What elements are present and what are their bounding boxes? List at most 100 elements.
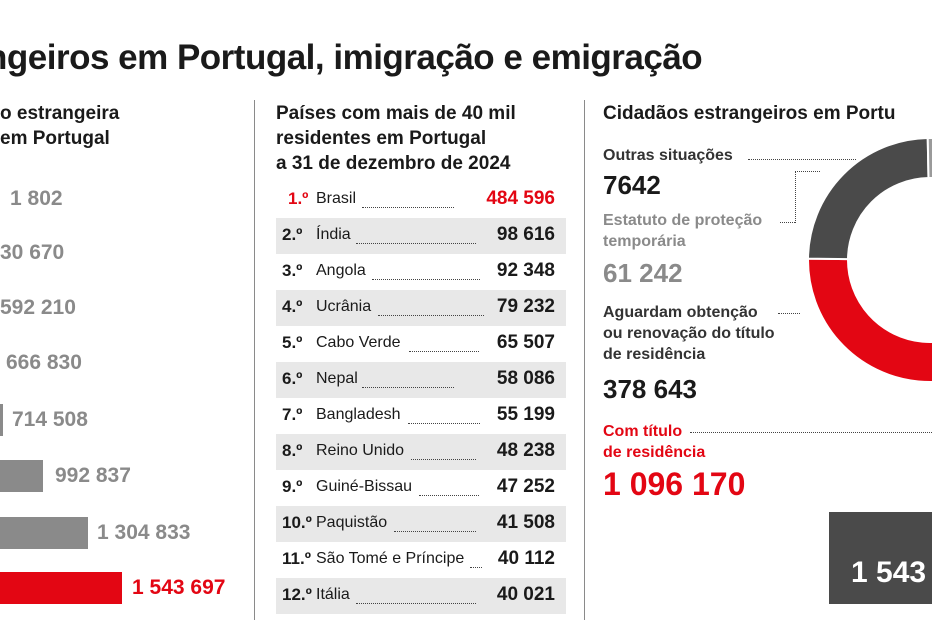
country-value: 41 508 (496, 512, 555, 533)
country-rank: 8.º (282, 441, 303, 460)
country-rank: 9.º (282, 477, 303, 496)
left-value-7: 1 304 833 (97, 521, 191, 544)
country-row-11: 11.º São Tomé e Príncipe 40 112 (276, 542, 566, 578)
country-value: 58 086 (496, 368, 555, 389)
country-name: Nepal (316, 370, 358, 387)
donut-segment-titulo (807, 257, 932, 383)
estatuto-label-1: Estatuto de proteção (603, 212, 763, 229)
left-bar-5 (0, 404, 3, 436)
country-rank: 6.º (282, 369, 303, 388)
aguardam-label-3: de residência (603, 346, 706, 363)
titulo-leader (690, 432, 932, 433)
donut-segments (806, 137, 932, 383)
estatuto-leader-v (795, 171, 796, 223)
country-name: Angola (316, 262, 366, 279)
country-row-8: 8.º Reino Unido 48 238 (276, 434, 566, 470)
country-name: Paquistão (316, 514, 388, 531)
middle-subtitle-line1: Países com mais de 40 mil (276, 103, 516, 124)
leader-dots (411, 459, 476, 460)
left-value-5: 714 508 (12, 408, 88, 431)
total-box (829, 512, 932, 604)
country-value: 484 596 (486, 188, 555, 209)
country-value: 48 238 (496, 440, 555, 461)
country-rank: 3.º (282, 261, 303, 280)
estatuto-label-2: temporária (603, 233, 686, 250)
country-name: Cabo Verde (316, 334, 401, 351)
left-value-1: 1 802 (10, 187, 63, 210)
left-bar-6 (0, 460, 43, 492)
country-value: 79 232 (496, 296, 555, 317)
left-subtitle-line1: o estrangeira (0, 103, 120, 124)
country-rank: 12.º (282, 585, 312, 604)
donut-segment-estatuto (926, 137, 932, 180)
country-name: São Tomé e Príncipe (316, 550, 465, 567)
country-name: Bangladesh (316, 406, 401, 423)
divider-right (584, 100, 585, 620)
country-row-2: 2.º Índia 98 616 (276, 218, 566, 254)
estatuto-leader-top (795, 171, 820, 172)
country-name: Reino Unido (316, 442, 405, 459)
country-rank: 4.º (282, 297, 303, 316)
titulo-label-2: de residência (603, 444, 706, 461)
country-rank: 2.º (282, 225, 303, 244)
country-row-6: 6.º Nepal 58 086 (276, 362, 566, 398)
leader-dots (362, 207, 454, 208)
leader-dots (394, 531, 476, 532)
left-subtitle-line2: em Portugal (0, 128, 110, 149)
left-value-6: 992 837 (55, 464, 131, 487)
titulo-value: 1 096 170 (603, 466, 746, 502)
leader-dots (378, 315, 484, 316)
estatuto-leader-h (780, 222, 795, 223)
country-row-7: 7.º Bangladesh 55 199 (276, 398, 566, 434)
country-value: 55 199 (496, 404, 555, 425)
donut-chart (806, 137, 932, 383)
left-bar-8 (0, 572, 122, 604)
country-name: Ucrânia (316, 298, 372, 315)
leader-dots (372, 279, 480, 280)
total-value: 1 543 (851, 556, 927, 589)
leader-dots (408, 423, 480, 424)
country-row-3: 3.º Angola 92 348 (276, 254, 566, 290)
country-rank: 10.º (282, 513, 312, 532)
aguardam-label-2: ou renovação do título (603, 325, 775, 342)
country-value: 98 616 (496, 224, 555, 245)
country-value: 47 252 (496, 476, 555, 497)
country-row-5: 5.º Cabo Verde 65 507 (276, 326, 566, 362)
aguardam-value: 378 643 (603, 374, 697, 404)
leader-dots (356, 243, 476, 244)
outras-label: Outras situações (603, 147, 733, 164)
left-bar-7 (0, 517, 88, 549)
page-title: ngeiros em Portugal, imigração e emigraç… (0, 38, 703, 77)
country-rank: 7.º (282, 405, 303, 424)
country-value: 40 112 (497, 548, 555, 569)
outras-leader (748, 159, 856, 160)
country-value: 65 507 (496, 332, 555, 353)
country-value: 40 021 (496, 584, 555, 605)
leader-dots (419, 495, 479, 496)
country-name: Guiné-Bissau (316, 478, 413, 495)
country-row-1: 1.º Brasil 484 596 (276, 182, 566, 218)
country-row-12: 12.º Itália 40 021 (276, 578, 566, 614)
leader-dots (356, 603, 476, 604)
country-rank: 5.º (282, 333, 303, 352)
outras-value: 7642 (603, 170, 661, 200)
country-value: 92 348 (496, 260, 555, 281)
leader-dots (470, 567, 482, 568)
aguardam-leader (778, 313, 800, 314)
middle-subtitle-line3: a 31 de dezembro de 2024 (276, 153, 511, 174)
aguardam-label-1: Aguardam obtenção (603, 304, 758, 321)
leader-dots (409, 351, 479, 352)
country-row-10: 10.º Paquistão 41 508 (276, 506, 566, 542)
right-subtitle: Cidadãos estrangeiros em Portu (603, 103, 896, 124)
donut-segment-aguardam (806, 137, 930, 261)
left-value-2: 30 670 (0, 241, 65, 264)
divider-left (254, 100, 255, 620)
titulo-label-1: Com título (603, 423, 683, 440)
left-value-8: 1 543 697 (132, 576, 226, 599)
country-row-9: 9.º Guiné-Bissau 47 252 (276, 470, 566, 506)
country-rank: 11.º (282, 549, 311, 568)
leader-dots (362, 387, 454, 388)
country-name: Índia (316, 226, 351, 243)
country-name: Itália (316, 586, 350, 603)
middle-subtitle-line2: residentes em Portugal (276, 128, 487, 149)
